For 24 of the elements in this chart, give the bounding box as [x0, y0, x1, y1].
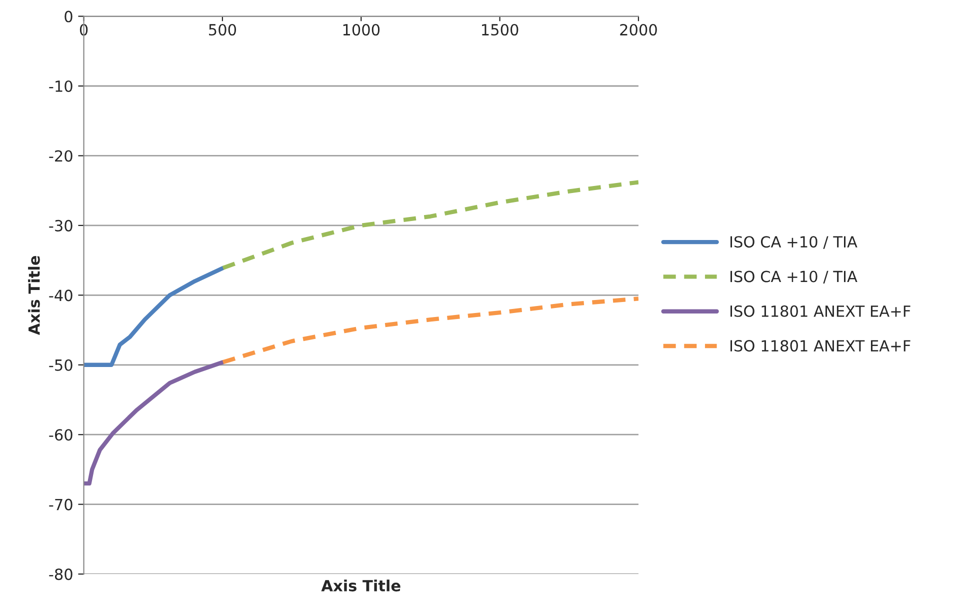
legend-label: ISO 11801 ANEXT EA+F: [730, 305, 910, 317]
x-tick-label: 1000: [343, 24, 380, 36]
legend-label: ISO CA +10 / TIA: [730, 236, 858, 249]
y-tick-label: -60: [49, 429, 72, 441]
line-series: [220, 296, 638, 364]
x-axis-title: Axis Title: [321, 580, 400, 592]
y-tick-label: -10: [49, 80, 72, 92]
y-tick-label: -80: [49, 568, 72, 580]
line-series: [220, 180, 638, 270]
x-tick-label: 2000: [620, 24, 657, 36]
y-tick-label: -70: [49, 498, 72, 510]
y-tick-label: -30: [49, 220, 72, 232]
y-tick-label: -20: [49, 150, 72, 162]
legend-label: ISO CA +10 / TIA: [730, 270, 858, 284]
x-tick-label: 1500: [482, 24, 518, 36]
y-tick-label: -50: [49, 359, 72, 371]
y-axis-title: Axis Title: [28, 256, 40, 336]
line-series: [84, 360, 226, 486]
line-series: [84, 266, 226, 367]
y-tick-label: -40: [49, 290, 72, 302]
legend-label: ISO 11801 ANEXT EA+F: [730, 340, 910, 352]
x-tick-label: 0: [80, 24, 88, 36]
x-tick-label: 500: [209, 24, 236, 36]
y-tick-label: 0: [64, 10, 72, 22]
